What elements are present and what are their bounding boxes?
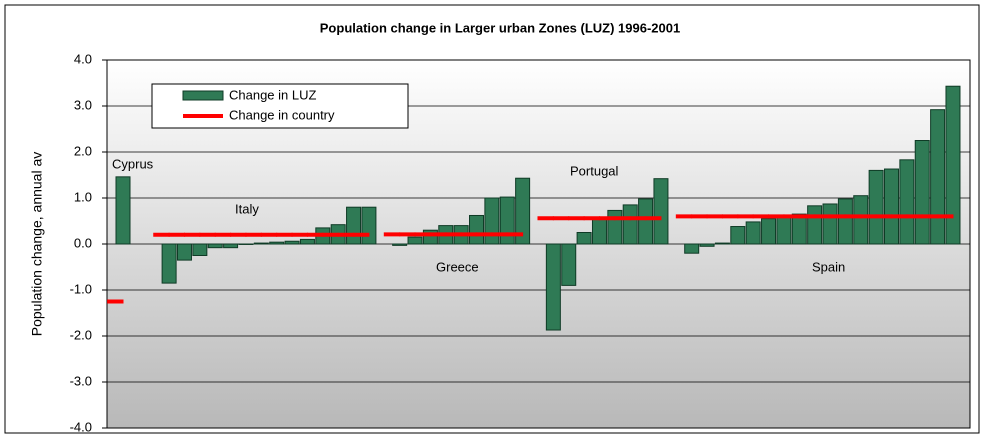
country-label: Portugal [570,163,619,178]
bar [284,240,300,245]
y-tick-label: 3.0 [74,97,92,112]
bar [653,178,669,245]
legend-label: Change in LUZ [229,87,316,102]
bar [607,209,623,245]
country-label: Italy [235,201,259,216]
bar [807,205,823,245]
y-axis-label: Population change, annual av [29,152,45,336]
legend-label: Change in country [229,107,335,122]
bar [361,206,377,245]
y-tick-label: -4.0 [70,419,92,434]
bar [914,140,930,245]
bar [161,243,177,284]
country-label: Greece [436,259,479,274]
bar [822,203,838,245]
y-tick-label: 4.0 [74,51,92,66]
bar [853,195,869,245]
bar [761,218,777,245]
bar [299,238,315,245]
bar [591,218,607,245]
bar [346,206,362,245]
bar [745,221,761,245]
bar [730,226,746,245]
bar [868,169,884,245]
country-label: Spain [812,259,845,274]
bar [515,177,531,245]
y-tick-label: 2.0 [74,143,92,158]
bar [545,243,561,331]
bar [192,243,208,256]
bar [622,204,638,245]
bar [930,109,946,245]
bar [561,243,577,286]
bar [791,213,807,245]
bar [945,85,961,245]
y-tick-label: 1.0 [74,189,92,204]
legend-swatch [182,90,224,101]
bar [576,232,592,245]
bar [837,198,853,245]
bar [407,236,423,245]
bar [176,243,192,261]
y-tick-label: -3.0 [70,373,92,388]
bar [699,243,715,247]
bar [422,229,438,245]
bar [638,198,654,245]
bar [253,242,269,245]
bar [223,243,239,249]
bar [714,242,730,245]
country-label: Cyprus [112,156,154,171]
bar [269,241,285,245]
bar [776,215,792,245]
bar [684,243,700,254]
chart-title: Population change in Larger urban Zones … [320,20,680,35]
y-tick-label: -1.0 [70,281,92,296]
bar [884,168,899,245]
y-tick-label: 0.0 [74,235,92,250]
bar [499,196,515,245]
bar [207,243,223,249]
bar [115,176,131,245]
y-tick-label: -2.0 [70,327,92,342]
bar [484,197,500,245]
bar [469,214,485,245]
bar [899,159,915,245]
bar [392,243,408,246]
